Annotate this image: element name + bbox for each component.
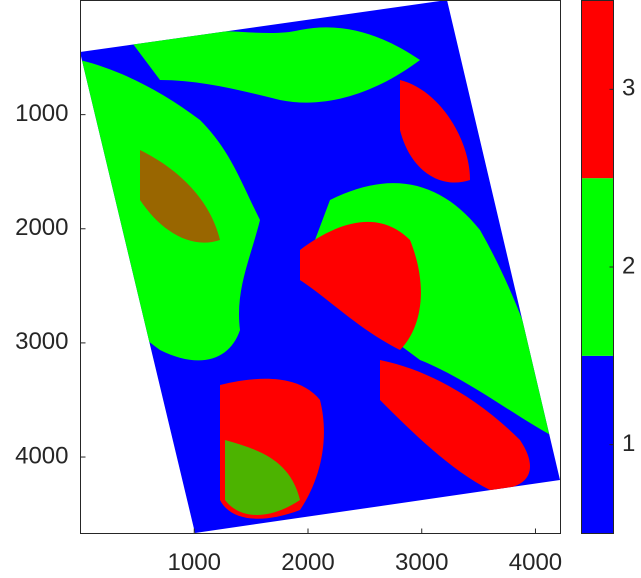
colorbar-tick-label: 1 bbox=[622, 430, 635, 457]
colorbar-segment bbox=[581, 178, 614, 356]
class-region bbox=[300, 221, 421, 350]
x-tick-label: 2000 bbox=[281, 549, 334, 576]
colorbar-segment bbox=[581, 355, 614, 534]
axes-box bbox=[80, 0, 561, 534]
classified-image bbox=[80, 0, 560, 533]
class-region bbox=[225, 440, 300, 515]
class-region bbox=[400, 80, 470, 183]
colorbar-tick-label: 3 bbox=[622, 75, 635, 102]
y-tick-label: 3000 bbox=[15, 328, 68, 355]
colorbar-segment bbox=[581, 0, 614, 179]
class-region bbox=[140, 150, 220, 243]
class-region bbox=[130, 27, 420, 103]
x-tick-label: 3000 bbox=[395, 549, 448, 576]
x-tick-label: 4000 bbox=[509, 549, 562, 576]
y-tick-label: 2000 bbox=[15, 214, 68, 241]
x-tick-label: 1000 bbox=[168, 549, 221, 576]
colorbar-tick-label: 2 bbox=[622, 252, 635, 279]
y-tick-label: 1000 bbox=[15, 100, 68, 127]
class-region bbox=[380, 360, 530, 490]
y-tick-label: 4000 bbox=[15, 442, 68, 469]
